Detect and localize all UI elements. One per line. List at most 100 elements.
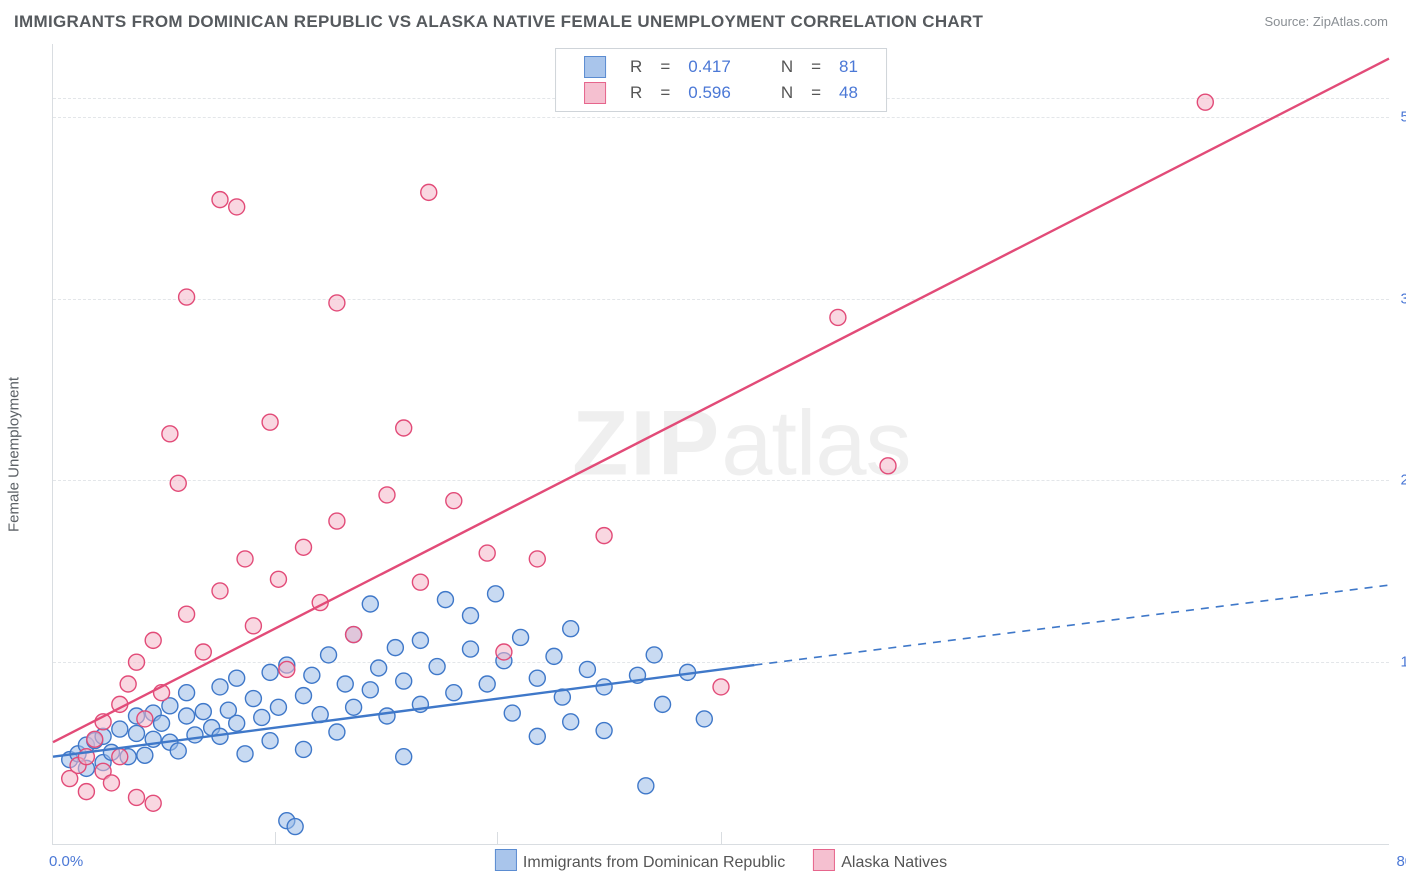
data-point <box>346 627 362 643</box>
data-point <box>270 699 286 715</box>
regression-line <box>53 59 1389 743</box>
legend-swatch <box>813 849 835 871</box>
legend-R-label: R <box>622 55 650 79</box>
legend-R-value: 0.596 <box>680 81 739 105</box>
data-point <box>179 289 195 305</box>
data-point <box>396 749 412 765</box>
data-point <box>262 414 278 430</box>
data-point <box>546 648 562 664</box>
legend-series-label: Alaska Natives <box>841 854 947 871</box>
data-point <box>488 586 504 602</box>
chart-container: IMMIGRANTS FROM DOMINICAN REPUBLIC VS AL… <box>0 0 1406 892</box>
legend-N-value: 81 <box>831 55 866 79</box>
data-point <box>87 731 103 747</box>
data-point <box>279 661 295 677</box>
data-point <box>112 749 128 765</box>
data-point <box>170 475 186 491</box>
data-point <box>304 667 320 683</box>
data-point <box>296 539 312 555</box>
data-point <box>245 618 261 634</box>
y-tick-label: 50.0% <box>1393 108 1406 125</box>
data-point <box>245 691 261 707</box>
data-point <box>195 704 211 720</box>
legend-R-value: 0.417 <box>680 55 739 79</box>
data-point <box>529 728 545 744</box>
data-point <box>179 606 195 622</box>
data-point <box>396 673 412 689</box>
data-point <box>396 420 412 436</box>
x-tick-high: 80.0% <box>1396 853 1406 870</box>
data-point <box>129 725 145 741</box>
legend-R-label: R <box>622 81 650 105</box>
data-point <box>646 647 662 663</box>
data-point <box>329 724 345 740</box>
data-point <box>237 746 253 762</box>
legend-series-label: Immigrants from Dominican Republic <box>523 854 785 871</box>
data-point <box>437 592 453 608</box>
data-point <box>529 670 545 686</box>
legend-stats-box: R=0.417 N = 81R=0.596N=48 <box>555 48 887 112</box>
data-point <box>296 688 312 704</box>
data-point <box>154 715 170 731</box>
data-point <box>170 743 186 759</box>
data-point <box>254 709 270 725</box>
data-point <box>212 583 228 599</box>
data-point <box>362 596 378 612</box>
legend-stats-table: R=0.417 N = 81R=0.596N=48 <box>574 53 868 107</box>
legend-swatch <box>584 82 606 104</box>
data-point <box>145 632 161 648</box>
data-point <box>371 660 387 676</box>
data-point <box>262 664 278 680</box>
data-point <box>362 682 378 698</box>
data-point <box>337 676 353 692</box>
data-point <box>212 679 228 695</box>
data-point <box>78 784 94 800</box>
data-point <box>596 679 612 695</box>
data-point <box>1197 94 1213 110</box>
data-point <box>229 670 245 686</box>
data-point <box>187 727 203 743</box>
legend-swatch <box>495 849 517 871</box>
data-point <box>137 711 153 727</box>
data-point <box>513 629 529 645</box>
legend-eq: = <box>652 55 678 79</box>
data-point <box>412 574 428 590</box>
data-point <box>421 184 437 200</box>
data-point <box>479 676 495 692</box>
x-tick-low: 0.0% <box>49 853 83 870</box>
data-point <box>880 458 896 474</box>
plot-svg <box>53 44 1389 844</box>
legend-stats-row: R=0.417N=81 <box>576 55 866 79</box>
legend-eq: = <box>652 81 678 105</box>
source-attribution: Source: ZipAtlas.com <box>1264 14 1388 29</box>
data-point <box>270 571 286 587</box>
legend-series-item: Alaska Natives <box>813 849 947 872</box>
regression-line-extrapolated <box>754 585 1389 665</box>
data-point <box>212 192 228 208</box>
data-point <box>346 699 362 715</box>
data-point <box>179 685 195 701</box>
data-point <box>237 551 253 567</box>
data-point <box>162 426 178 442</box>
y-tick-label: 25.0% <box>1393 472 1406 489</box>
legend-stats-row: R=0.596N=48 <box>576 81 866 105</box>
data-point <box>446 493 462 509</box>
data-point <box>463 641 479 657</box>
data-point <box>412 632 428 648</box>
y-axis-label: Female Unemployment <box>6 377 23 532</box>
data-point <box>296 741 312 757</box>
data-point <box>655 696 671 712</box>
legend-N-label: N <box>773 55 801 79</box>
data-point <box>563 621 579 637</box>
data-point <box>638 778 654 794</box>
data-point <box>496 644 512 660</box>
y-tick-label: 37.5% <box>1393 290 1406 307</box>
data-point <box>463 608 479 624</box>
data-point <box>229 715 245 731</box>
data-point <box>596 528 612 544</box>
data-point <box>179 708 195 724</box>
data-point <box>830 309 846 325</box>
data-point <box>129 654 145 670</box>
y-tick-label: 12.5% <box>1393 654 1406 671</box>
data-point <box>713 679 729 695</box>
